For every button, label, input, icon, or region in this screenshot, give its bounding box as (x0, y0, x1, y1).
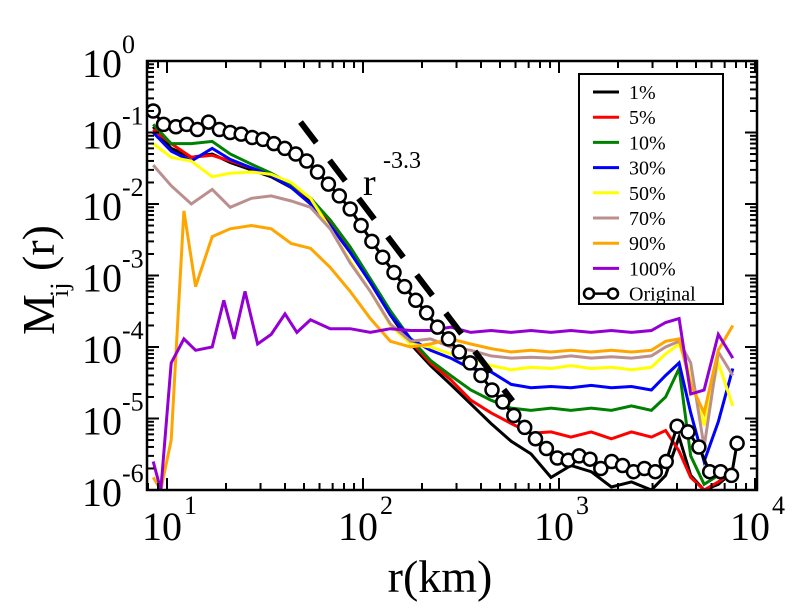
data-point-original (582, 451, 598, 467)
data-point-original (506, 407, 522, 424)
data-point-original (484, 382, 500, 398)
data-point-original (374, 249, 391, 265)
legend-label: Original (629, 284, 696, 306)
slope-reference-line (298, 120, 516, 403)
x-tick-label: 10 (142, 504, 182, 549)
x-tick-label-exponent: 3 (576, 491, 589, 520)
legend-marker-icon (582, 287, 596, 300)
data-point-original (189, 121, 206, 138)
y-tick-label: 10 (82, 184, 122, 229)
legend-item: 70% (593, 208, 666, 230)
data-point-original (353, 217, 369, 234)
y-tick-label: 10 (82, 41, 122, 86)
legend-label: 1% (629, 82, 656, 104)
data-point-original (320, 176, 337, 192)
y-tick-label: 10 (82, 113, 122, 158)
y-axis-title: Mij (r) (13, 225, 74, 335)
data-point-original (408, 292, 424, 309)
data-point-original (495, 394, 511, 410)
axis-labels: 10 1 10 2 10 3 10 410 010 -110 -210 -310 -410 -510 -6r… (13, 30, 785, 602)
y-axis-title-M: M (13, 294, 64, 335)
legend-item: 1% (593, 82, 656, 104)
axes (145, 59, 759, 492)
data-point-original (309, 164, 326, 180)
data-point-original (473, 367, 489, 384)
data-point-original (538, 440, 555, 457)
x-axis-title: r(km) (388, 551, 493, 602)
legend-label: 5% (629, 107, 656, 129)
data-point-original (440, 331, 457, 347)
legend-marker-icon (606, 287, 620, 300)
slope-annotation: r -3.3 (298, 120, 516, 403)
legend-label: 30% (629, 158, 666, 180)
legend-item: 10% (593, 132, 666, 154)
y-tick-label-exponent: -6 (122, 459, 144, 488)
y-tick-label-exponent: -4 (122, 316, 144, 345)
data-point-original (462, 355, 478, 371)
data-point-original (342, 201, 358, 217)
series-line-90pct (151, 210, 735, 490)
data-point-original (516, 419, 533, 436)
legend-item: Original (582, 284, 696, 306)
data-point-original (331, 188, 348, 204)
series-line-100pct (151, 291, 735, 490)
legend-box (578, 73, 724, 305)
series-line-10pct (152, 123, 734, 487)
legend-item: 100% (593, 258, 676, 280)
y-tick-label-exponent: -1 (122, 102, 144, 131)
series-line-30pct (152, 131, 735, 467)
y-tick-label-exponent: -3 (122, 245, 144, 274)
x-tick-label-exponent: 4 (772, 491, 785, 520)
legend-label: 10% (629, 132, 666, 154)
data-point-original (429, 319, 446, 335)
y-tick-label: 10 (82, 470, 122, 515)
legend-item: 5% (593, 107, 656, 129)
legend-label: 70% (629, 208, 666, 230)
y-axis-title-arg: (r) (13, 225, 64, 271)
data-point-original (647, 463, 664, 480)
y-tick-label: 10 (82, 327, 122, 372)
data-point-original (593, 460, 609, 477)
y-tick-label-exponent: -5 (122, 388, 144, 417)
slope-annotation-exponent: -3.3 (383, 148, 421, 174)
legend-label: 100% (629, 258, 676, 280)
data-point-original (386, 264, 402, 281)
data-point-original (691, 439, 707, 455)
legend-item: 90% (593, 233, 666, 255)
x-tick-label: 10 (730, 504, 770, 549)
legend-label: 50% (629, 183, 666, 205)
data-point-original (288, 146, 304, 162)
legend-label: 90% (629, 233, 666, 255)
data-point-original (729, 435, 745, 452)
y-axis-title-subscript: ij (45, 283, 74, 297)
data-point-original (364, 233, 380, 250)
data-point-original (723, 467, 740, 484)
x-tick-label-exponent: 1 (184, 491, 197, 520)
data-point-original (527, 431, 544, 447)
y-tick-label: 10 (82, 256, 122, 301)
y-tick-label: 10 (82, 399, 122, 444)
y-tick-label-exponent: -2 (122, 173, 144, 202)
data-point-original (418, 305, 435, 321)
x-tick-label: 10 (534, 504, 574, 549)
data-point-original (680, 424, 696, 440)
series-layer (147, 103, 745, 490)
data-point-original (658, 453, 674, 470)
legend-item: 30% (593, 158, 666, 180)
x-tick-label-exponent: 2 (380, 491, 393, 520)
x-tick-label: 10 (338, 504, 378, 549)
legend-item: 50% (593, 183, 666, 205)
data-point-original (200, 114, 217, 130)
data-point-original (396, 278, 413, 295)
slope-annotation-base: r (363, 162, 376, 204)
data-point-original (451, 344, 468, 360)
legend: 1% 5% 10% 30% 50% 70% 90% 100% Original (578, 73, 724, 306)
y-tick-label-exponent: 0 (122, 30, 135, 59)
data-point-original (155, 116, 172, 133)
data-point-original (298, 153, 315, 169)
